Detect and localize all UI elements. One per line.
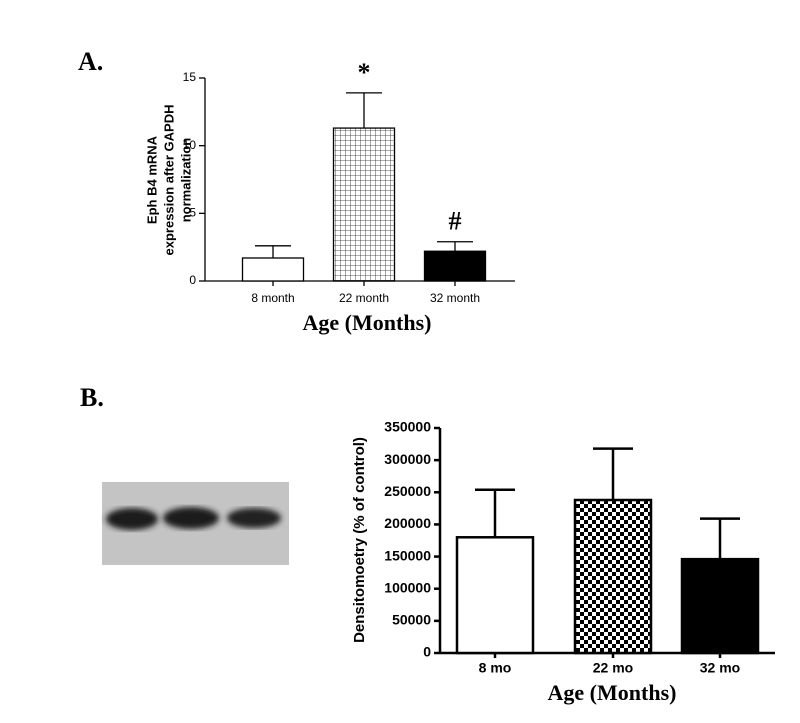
x-tick-label: 8 month bbox=[251, 291, 294, 305]
y-tick-label: 15 bbox=[183, 70, 197, 84]
x-tick-label: 32 mo bbox=[700, 660, 740, 676]
panel-label: A. bbox=[78, 47, 103, 76]
x-tick-label: 22 mo bbox=[593, 660, 633, 676]
y-tick-label: 300000 bbox=[384, 451, 431, 467]
x-tick-label: 22 month bbox=[339, 291, 389, 305]
bar bbox=[332, 127, 396, 282]
x-tick-label: 8 mo bbox=[479, 660, 512, 676]
bar bbox=[680, 557, 760, 655]
y-tick-label: 50000 bbox=[392, 612, 431, 628]
bar bbox=[455, 536, 535, 655]
bar bbox=[423, 250, 487, 282]
annotation: # bbox=[449, 207, 462, 236]
y-tick-label: 10 bbox=[183, 138, 197, 152]
y-axis-label: normalization bbox=[178, 138, 193, 223]
y-axis-label: Eph B4 mRNA bbox=[144, 135, 159, 224]
x-axis-label: Age (Months) bbox=[548, 680, 677, 705]
y-tick-label: 0 bbox=[189, 273, 196, 287]
x-tick-label: 32 month bbox=[430, 291, 480, 305]
y-tick-label: 100000 bbox=[384, 579, 431, 595]
y-tick-label: 0 bbox=[423, 644, 431, 660]
panel-label: B. bbox=[80, 383, 104, 412]
annotation: * bbox=[358, 58, 371, 87]
y-tick-label: 200000 bbox=[384, 515, 431, 531]
y-tick-label: 250000 bbox=[384, 483, 431, 499]
bar bbox=[573, 498, 653, 655]
y-tick-label: 5 bbox=[189, 206, 196, 220]
y-tick-label: 350000 bbox=[384, 419, 431, 435]
y-axis-label: expression after GAPDH bbox=[161, 105, 176, 256]
y-tick-label: 150000 bbox=[384, 547, 431, 563]
western-blot bbox=[102, 482, 289, 565]
y-axis-label: Densitomoetry (% of control) bbox=[351, 437, 368, 643]
x-axis-label: Age (Months) bbox=[303, 310, 432, 335]
bar bbox=[241, 257, 305, 282]
